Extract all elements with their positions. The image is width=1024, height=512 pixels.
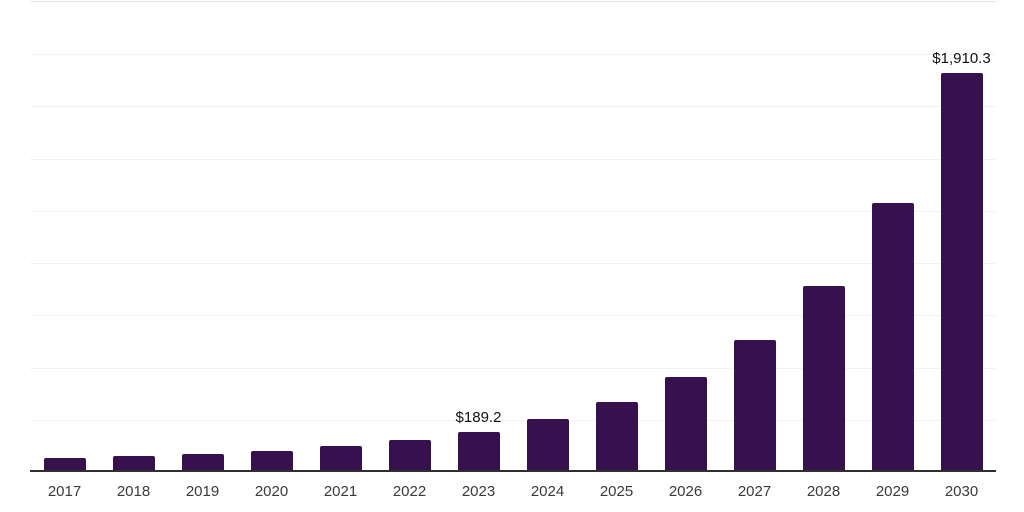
gridline [30, 210, 996, 212]
x-axis-label-2024: 2024 [530, 483, 565, 500]
gridline [30, 315, 996, 317]
x-axis-label-2027: 2027 [737, 483, 772, 500]
bar-column-2030: $1,910.3 [927, 2, 996, 472]
bar-column-2020 [237, 2, 306, 472]
bar-value-label-2023: $189.2 [455, 409, 502, 427]
x-axis-label-2017: 2017 [47, 483, 82, 500]
bar-column-2027 [720, 2, 789, 472]
gridline [30, 158, 996, 160]
bar-column-2017 [30, 2, 99, 472]
bar-column-2021 [306, 2, 375, 472]
bar-column-2026 [651, 2, 720, 472]
bar-value-label-2030: $1,910.3 [932, 49, 991, 67]
bar-2024 [526, 419, 569, 472]
x-axis-line [30, 470, 996, 472]
x-axis-label-2029: 2029 [875, 483, 910, 500]
bar-column-2019 [168, 2, 237, 472]
bar-2021 [319, 446, 362, 472]
bar-column-2025 [582, 2, 651, 472]
bar-2022 [388, 440, 431, 472]
bar-column-2028 [789, 2, 858, 472]
bar-column-2018 [99, 2, 168, 472]
bar-2030 [940, 72, 983, 472]
bar-column-2022 [375, 2, 444, 472]
gridline [30, 367, 996, 369]
x-axis-label-2025: 2025 [599, 483, 634, 500]
x-axis-label-2020: 2020 [254, 483, 289, 500]
bar-2027 [733, 340, 776, 472]
bar-2018 [112, 456, 155, 472]
x-axis-label-2026: 2026 [668, 483, 703, 500]
x-axis-label-2030: 2030 [944, 483, 979, 500]
x-axis-label-2022: 2022 [392, 483, 427, 500]
gridline [30, 54, 996, 56]
bars-row: $189.2 $1,910.3 [30, 2, 996, 472]
bar-2020 [250, 451, 293, 472]
bar-column-2024 [513, 2, 582, 472]
x-axis: 2017 2018 2019 2020 2021 2022 2023 2024 2025 2026… [30, 483, 996, 501]
bar-2017 [43, 458, 86, 472]
plot-area: $189.2 $1,910.3 [30, 1, 996, 472]
bar-column-2029 [858, 2, 927, 472]
x-axis-label-2021: 2021 [323, 483, 358, 500]
x-axis-label-2019: 2019 [185, 483, 220, 500]
bar-2029 [871, 202, 914, 472]
x-axis-label-2023: 2023 [461, 483, 496, 500]
bar-2019 [181, 454, 224, 472]
bar-2025 [595, 402, 638, 472]
bar-2026 [664, 377, 707, 472]
bar-column-2023: $189.2 [444, 2, 513, 472]
x-axis-label-2028: 2028 [806, 483, 841, 500]
bar-2023 [457, 432, 500, 472]
gridline [30, 419, 996, 421]
gridline [30, 106, 996, 108]
x-axis-label-2018: 2018 [116, 483, 151, 500]
bar-2028 [802, 286, 845, 472]
gridline [30, 263, 996, 265]
